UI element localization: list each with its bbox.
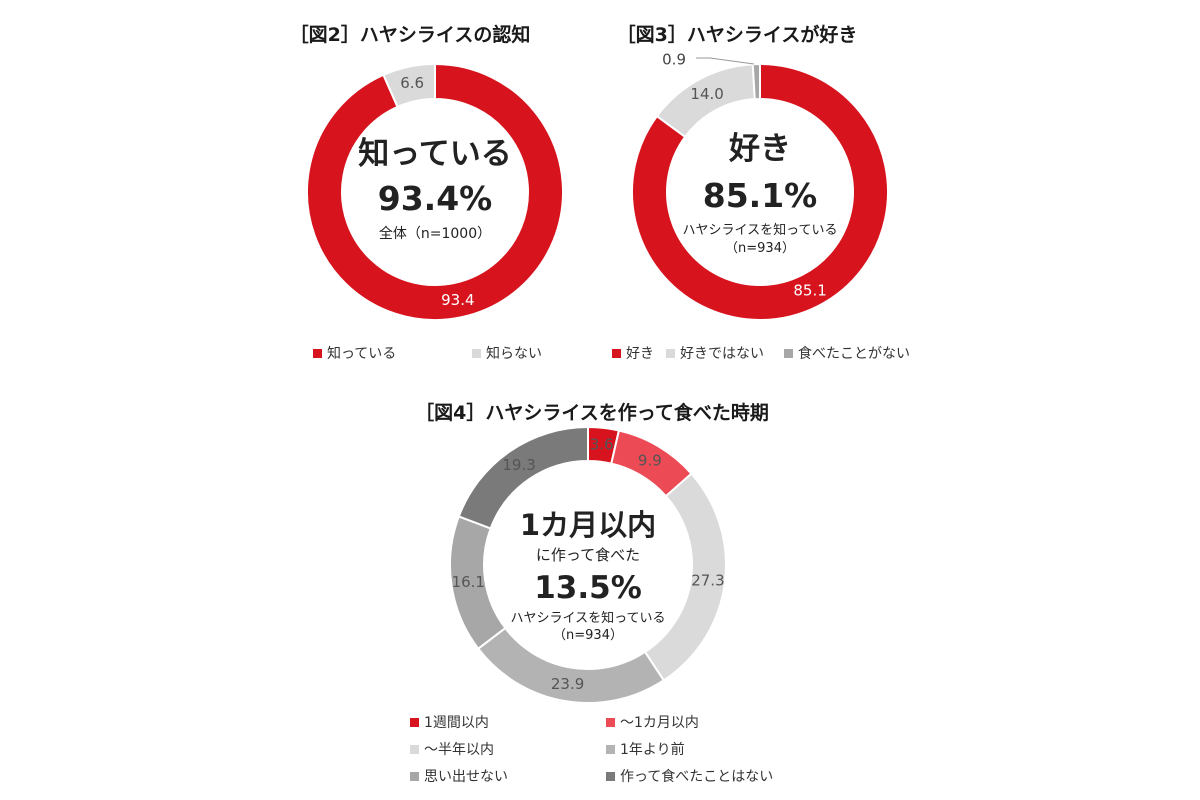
fig3-donut-chart: 85.1 14.00.9: [631, 51, 889, 321]
fig2-title: ［図2］ハヤシライスの認知: [289, 24, 531, 46]
legend-label: ～半年以内: [424, 742, 494, 758]
fig3-title: ［図3］ハヤシライスが好き: [616, 24, 858, 46]
legend-label: 1週間以内: [424, 715, 489, 731]
fig4-slice-5: [457, 425, 589, 530]
fig4-legend-item: 作って食べたことはない: [606, 766, 773, 786]
fig3-slice-label-2: 0.9: [662, 51, 686, 69]
fig4-slice-label-0: 3.6: [590, 435, 614, 453]
fig2-legend-item: 知らない: [472, 343, 542, 363]
fig4-legend-item: ～1カ月以内: [606, 712, 699, 732]
fig3-slice-label-0: 85.1: [793, 282, 826, 300]
fig4-legend-item: 1年より前: [606, 739, 685, 759]
legend-swatch: [606, 717, 615, 727]
fig4-center-n: （n=934）: [553, 628, 623, 643]
fig3-center-n: （n=934）: [725, 241, 795, 256]
legend-label: 知らない: [486, 346, 542, 362]
fig3-legend-item: 好きではない: [666, 343, 764, 363]
legend-swatch: [410, 717, 419, 727]
legend-label: 1年より前: [620, 742, 685, 758]
fig3-legend-item: 好き: [612, 343, 654, 363]
fig4-title: ［図4］ハヤシライスを作って食べた時期: [415, 402, 769, 424]
fig2-slice-0: [306, 62, 564, 321]
fig2-donut-chart: 93.4 6.6: [306, 62, 564, 321]
fig3-slice-0: [631, 62, 889, 321]
legend-label: 知っている: [327, 346, 397, 362]
fig4-slice-label-1: 9.9: [638, 452, 662, 470]
legend-label: ～1カ月以内: [620, 715, 699, 731]
fig3-center-percent: 85.1%: [702, 176, 818, 215]
fig4-legend-item: 思い出せない: [410, 766, 508, 786]
fig2-legend-item: 知っている: [313, 343, 396, 363]
fig4-center-text: 1カ月以内 に作って食べた 13.5% ハヤシライスを知っている （n=934）: [511, 506, 666, 644]
fig4-slice-label-3: 23.9: [551, 675, 584, 693]
fig3-center-text: 好き 85.1% ハヤシライスを知っている （n=934）: [683, 128, 838, 258]
fig4-center-subheading: に作って食べた: [535, 546, 641, 564]
fig2-center-percent: 93.4%: [377, 179, 493, 218]
fig4-donut-chart: 3.6 9.9 27.3 23.9 16.1 19.3: [449, 425, 727, 704]
legend-swatch: [606, 771, 615, 781]
fig4-slice-label-5: 19.3: [502, 456, 535, 474]
legend-swatch: [784, 348, 793, 358]
fig2-slice-label-1: 6.6: [400, 74, 424, 92]
fig3-slice-label-1: 14.0: [690, 85, 723, 103]
legend-label: 思い出せない: [424, 769, 508, 785]
legend-label: 好き: [626, 346, 654, 362]
fig2-center-heading: 知っている: [358, 136, 512, 172]
legend-swatch: [666, 348, 675, 358]
legend-label: 食べたことがない: [798, 346, 910, 362]
fig4-center-sample: ハヤシライスを知っている: [510, 611, 666, 626]
legend-label: 作って食べたことはない: [620, 769, 774, 785]
fig4-center-percent: 13.5%: [534, 570, 642, 606]
legend-swatch: [313, 348, 322, 358]
fig3-legend-item: 食べたことがない: [784, 343, 910, 363]
fig4-slice-label-4: 16.1: [452, 573, 485, 591]
legend-swatch: [606, 744, 615, 754]
fig3-center-sample: ハヤシライスを知っている: [682, 223, 838, 238]
fig4-center-heading: 1カ月以内: [519, 508, 657, 542]
fig3-leader-line-2: [696, 57, 755, 65]
fig3-slice-2: [751, 62, 761, 101]
fig4-slice-label-2: 27.3: [691, 572, 724, 590]
legend-swatch: [612, 348, 621, 358]
fig2-center-sample: 全体（n=1000）: [378, 226, 492, 242]
fig2-slice-1: [382, 62, 436, 109]
legend-swatch: [410, 771, 419, 781]
fig2-slice-label-0: 93.4: [441, 291, 474, 309]
legend-label: 好きではない: [680, 346, 764, 362]
fig2-center-text: 知っている 93.4% 全体（n=1000）: [358, 134, 511, 244]
legend-swatch: [472, 348, 481, 358]
fig4-legend-item: ～半年以内: [410, 739, 494, 759]
legend-swatch: [410, 744, 419, 754]
fig3-center-heading: 好き: [729, 131, 791, 167]
fig4-legend-item: 1週間以内: [410, 712, 489, 732]
